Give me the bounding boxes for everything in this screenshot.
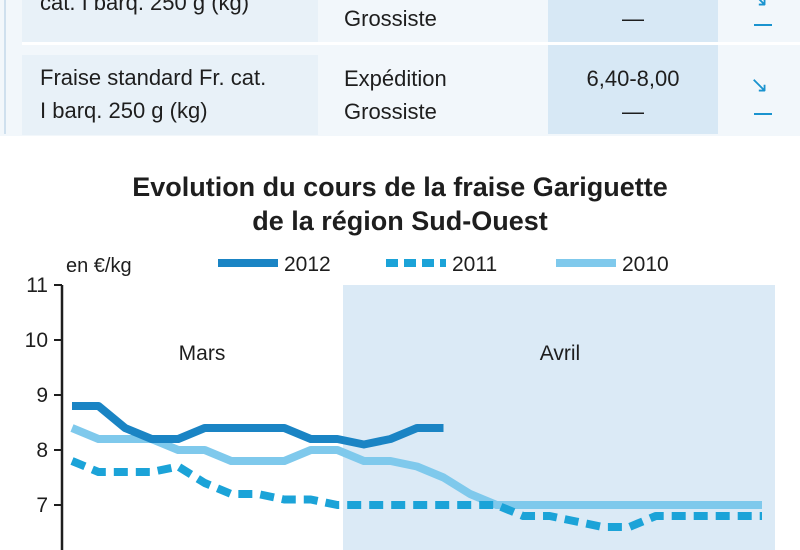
y-tick-label: 7 — [36, 494, 48, 517]
product-cell: Fraise standard Fr. cat. I barq. 250 g (… — [22, 55, 318, 135]
legend-label: 2010 — [622, 253, 669, 276]
price-cell: — — [622, 6, 644, 31]
series-line-2010 — [70, 424, 762, 509]
table-row: cat. I barq. 250 g (kg) — [22, 0, 800, 42]
table-left-border — [4, 0, 6, 134]
product-line: Fraise standard Fr. cat. — [40, 65, 267, 90]
product-line: I barq. 250 g (kg) — [40, 98, 208, 123]
month-label: Mars — [179, 342, 226, 365]
product-line: cat. I barq. 250 g (kg) — [40, 0, 250, 15]
price-table: cat. I barq. 250 g (kg) Grossiste — ↘ Fr… — [0, 0, 800, 136]
series-line-2011 — [70, 457, 762, 531]
y-tick-label: 10 — [25, 329, 48, 352]
legend-label: 2011 — [452, 253, 497, 276]
trend-dash — [754, 113, 772, 115]
chart-title-line-2: de la région Sud-Ouest — [252, 206, 548, 236]
product-cell: cat. I barq. 250 g (kg) — [22, 0, 318, 42]
april-shade — [343, 285, 775, 550]
month-label: Avril — [540, 342, 580, 365]
price-column-bg — [548, 0, 718, 134]
price-cell: — — [622, 99, 644, 124]
chart-title-line-1: Evolution du cours de la fraise Gariguet… — [132, 172, 668, 202]
trend-down-icon: ↘ — [750, 72, 769, 97]
stade-cell: Grossiste — [344, 99, 437, 124]
y-axis-unit-label: en €/kg — [66, 255, 132, 277]
price-cell: 6,40-8,00 — [586, 66, 680, 91]
legend-label: 2012 — [284, 253, 331, 276]
y-tick-label: 11 — [26, 274, 48, 297]
trend-down-icon: ↘ — [750, 0, 768, 12]
series-line-2012 — [72, 402, 444, 449]
y-tick-label: 8 — [36, 439, 48, 462]
stade-cell: Expédition — [344, 66, 447, 91]
table-row: Fraise standard Fr. cat. I barq. 250 g (… — [22, 55, 800, 135]
stade-cell: Grossiste — [344, 6, 437, 31]
row-separator — [22, 42, 800, 45]
y-tick-label: 9 — [36, 384, 48, 407]
trend-dash — [754, 24, 772, 26]
